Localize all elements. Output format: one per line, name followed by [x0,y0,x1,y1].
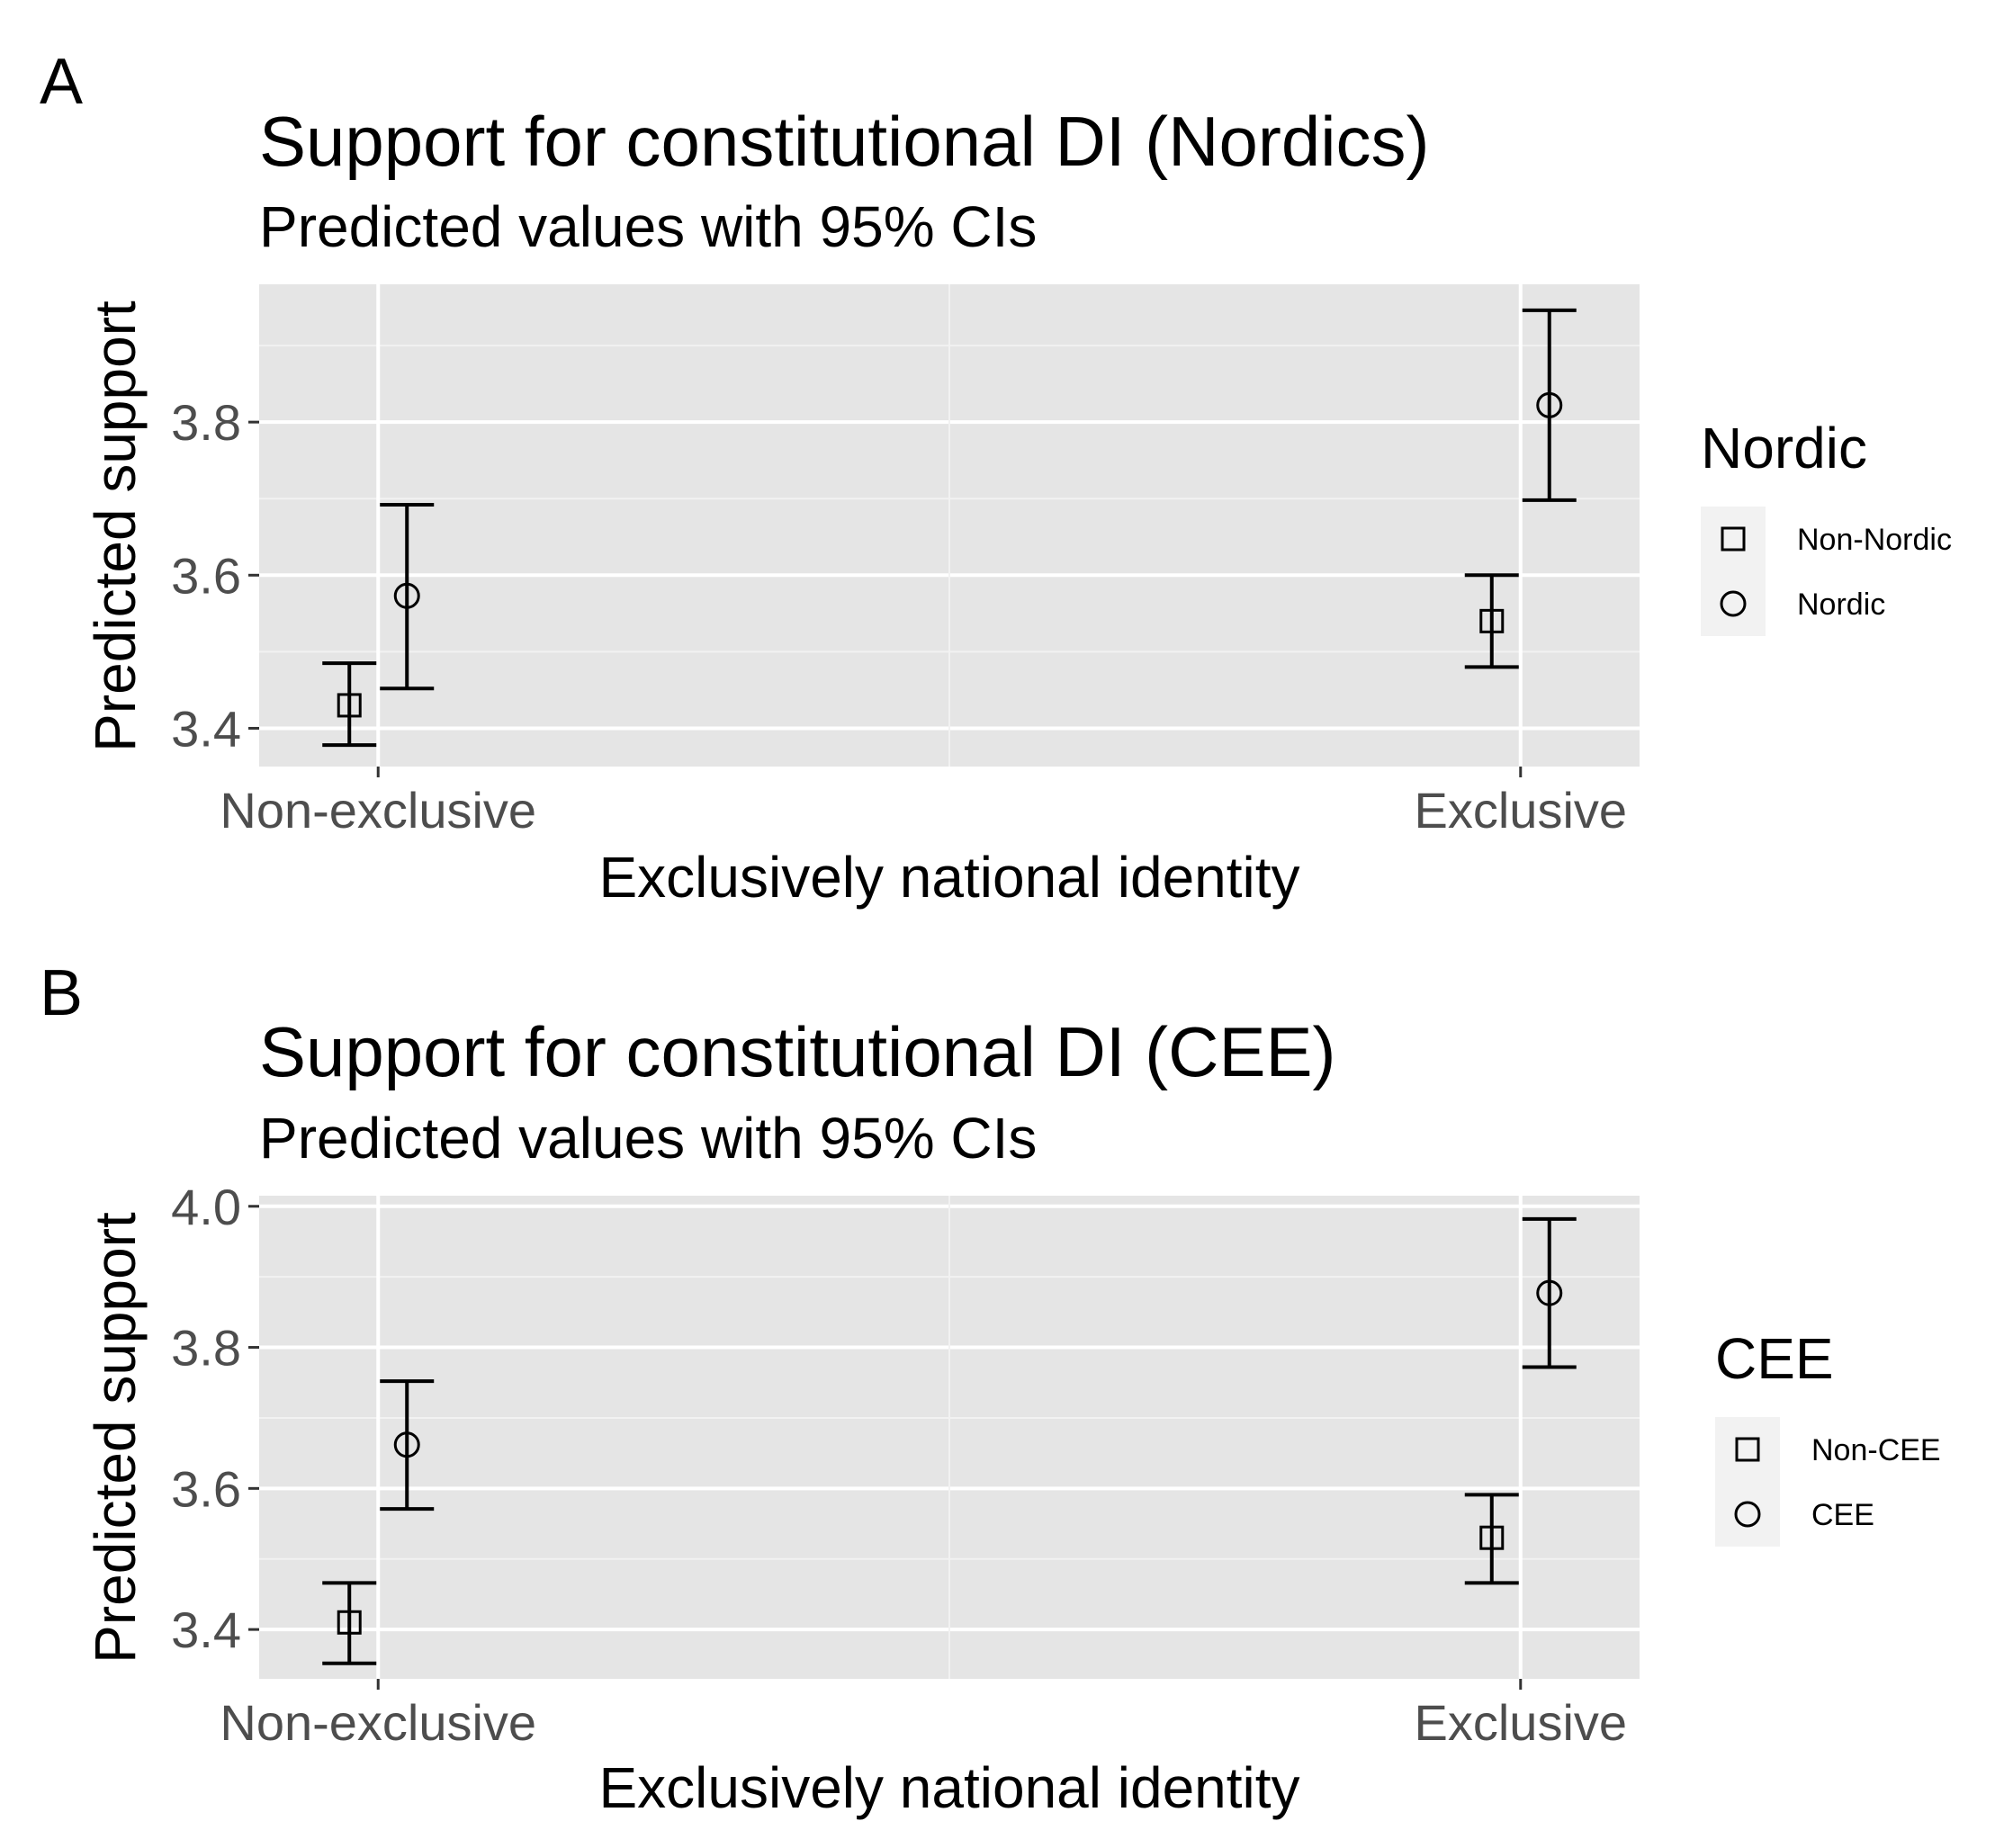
data-point-square [337,1610,362,1635]
data-point-circle [1536,1279,1563,1306]
data-point-square [1479,608,1505,633]
legend: Nordic Non-Nordic Nordic [1701,416,1952,636]
chart-title: Support for constitutional DI (CEE) [259,1012,1336,1091]
y-axis-title: Predicted support [83,301,148,752]
panel-a: A Support for constitutional DI (Nordics… [40,46,1952,910]
y-tick-label: 3.4 [171,700,241,757]
legend-label: Non-Nordic [1797,523,1952,557]
legend-key-circle [1734,1501,1761,1528]
legend-label: Non-CEE [1811,1433,1941,1467]
y-tick-label: 3.8 [171,394,241,451]
legend-label: Nordic [1797,588,1885,622]
chart-subtitle: Predicted values with 95% CIs [259,194,1037,259]
panel-letter-b: B [40,957,83,1029]
legend-title: CEE [1715,1326,1834,1391]
panel-letter-a: A [40,46,83,118]
chart-subtitle: Predicted values with 95% CIs [259,1106,1037,1171]
legend-key-square [1735,1437,1760,1462]
x-tick-label: Exclusive [1415,1694,1628,1751]
plot-area: 3.4 3.6 3.8 Non-exclusive Exclusive [171,284,1640,839]
data-point-circle [393,1431,420,1458]
y-tick-label: 3.6 [171,1460,241,1517]
data-point-square [337,693,362,718]
legend: CEE Non-CEE CEE [1715,1326,1941,1547]
panel-b: B Support for constitutional DI (CEE) Pr… [40,957,1941,1820]
plot-area: 3.4 3.6 3.8 4.0 Non-exclusive Exclusive [171,1179,1640,1751]
x-axis-title: Exclusively national identity [598,845,1299,910]
legend-key-circle [1720,590,1747,617]
x-tick-label: Non-exclusive [220,782,536,839]
legend-label: CEE [1811,1498,1874,1532]
chart-title: Support for constitutional DI (Nordics) [259,102,1430,181]
y-tick-label: 4.0 [171,1179,241,1235]
x-tick-label: Non-exclusive [220,1694,536,1751]
data-point-circle [393,582,420,609]
x-axis-title: Exclusively national identity [598,1755,1299,1820]
y-tick-label: 3.4 [171,1601,241,1658]
legend-title: Nordic [1701,416,1867,480]
y-axis-title: Predicted support [83,1212,148,1664]
data-point-circle [1536,391,1563,418]
legend-key-square [1721,526,1746,552]
x-tick-label: Exclusive [1415,782,1628,839]
y-tick-label: 3.8 [171,1320,241,1377]
data-point-square [1479,1525,1505,1550]
y-tick-label: 3.6 [171,547,241,604]
